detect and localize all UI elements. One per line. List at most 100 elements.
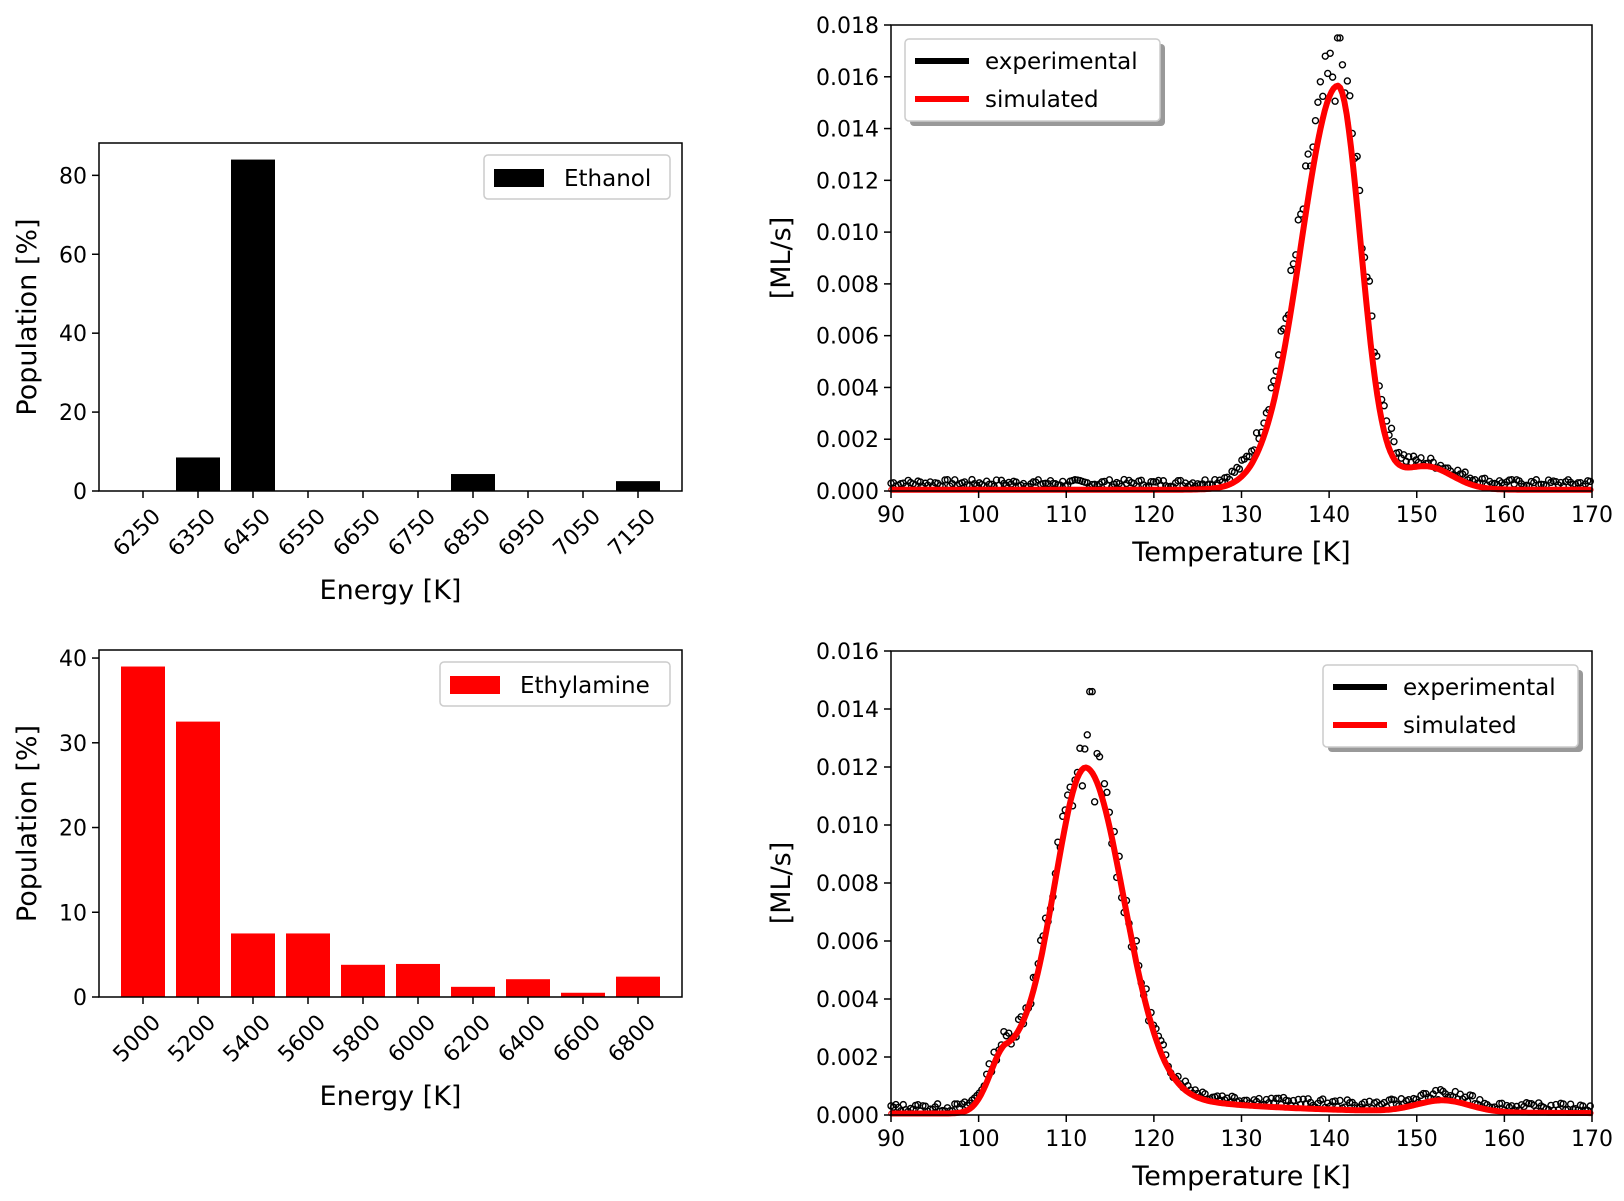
simulated-point — [1373, 388, 1380, 395]
simulated-point — [1256, 445, 1263, 452]
x-tick-label: 6350 — [164, 504, 221, 561]
simulated-point — [1310, 164, 1316, 171]
experimental-point — [1468, 1092, 1477, 1100]
simulated-point — [1298, 238, 1305, 245]
simulated-point — [1123, 908, 1129, 914]
x-tick-label: 6600 — [549, 1010, 606, 1067]
simulated-point — [1134, 966, 1141, 972]
experimental-points — [887, 687, 1594, 1116]
simulated-line — [890, 82, 1593, 493]
y-axis-label: [ML/s] — [766, 217, 797, 300]
simulated-point — [1129, 938, 1135, 944]
simulated-point — [992, 1058, 998, 1065]
experimental-point — [1338, 61, 1347, 69]
x-tick-label: 7150 — [604, 504, 661, 561]
legend-label: Ethylamine — [520, 673, 650, 699]
bar-6450 — [231, 159, 275, 492]
experimental-point — [1255, 1094, 1263, 1103]
simulated-point — [1098, 791, 1104, 798]
x-tick-label: 5400 — [219, 1010, 276, 1067]
y-tick-label: 20 — [59, 401, 87, 426]
x-tick-label: 110 — [1045, 503, 1087, 528]
y-axis-label: [ML/s] — [766, 842, 797, 925]
x-axis-label: Temperature [K] — [1131, 1161, 1350, 1192]
simulated-point — [1023, 1011, 1029, 1018]
x-tick-label: 6550 — [274, 504, 331, 561]
simulated-point — [1160, 1054, 1166, 1060]
x-tick-label: 6650 — [329, 504, 386, 561]
simulated-point — [1061, 826, 1068, 833]
experimental-point — [1088, 687, 1096, 696]
simulated-point — [1138, 983, 1145, 990]
simulated-point — [984, 1077, 991, 1084]
y-tick-label: 40 — [59, 322, 87, 347]
experimental-point — [1387, 424, 1396, 433]
simulated-point — [1273, 386, 1280, 392]
simulated-point — [1275, 377, 1282, 383]
simulated-point — [1372, 375, 1378, 381]
simulated-point — [1312, 153, 1318, 160]
experimental-point — [941, 476, 949, 484]
simulated-point — [1057, 847, 1064, 854]
simulated-point — [1337, 84, 1343, 91]
simulated-point — [1339, 89, 1345, 96]
experimental-point — [1328, 73, 1337, 81]
y-tick-label: 0.014 — [816, 118, 879, 143]
experimental-point — [1287, 266, 1295, 275]
simulated-point — [1127, 928, 1133, 934]
simulated-point — [1318, 123, 1324, 130]
y-tick-label: 0.004 — [816, 376, 879, 401]
legend-label-simulated: simulated — [1403, 713, 1517, 739]
simulated-point — [1148, 1021, 1155, 1027]
ethylamine-bar: 5000520054005600580060006200640066006800… — [12, 647, 683, 1112]
simulated-point — [1069, 791, 1076, 798]
experimental-point — [1235, 465, 1244, 473]
simulated-point — [1289, 301, 1295, 308]
x-tick-label: 5200 — [164, 1010, 221, 1067]
simulated-point — [1269, 402, 1276, 409]
simulated-point — [1302, 212, 1309, 219]
simulated-point — [1109, 838, 1116, 845]
legend-label-experimental: experimental — [985, 49, 1138, 75]
experimental-point — [914, 1101, 922, 1109]
experimental-point — [1336, 34, 1344, 42]
simulated-point — [1314, 142, 1320, 149]
y-tick-label: 0.016 — [816, 66, 879, 91]
simulated-point — [1385, 443, 1392, 450]
y-tick-label: 80 — [59, 164, 87, 189]
experimental-point — [1331, 97, 1339, 105]
simulated-point — [1377, 412, 1384, 418]
simulated-point — [1345, 119, 1351, 126]
simulated-point — [1063, 816, 1070, 823]
simulated-point — [1306, 188, 1313, 194]
experimental-point — [1304, 150, 1312, 158]
x-tick-label: 160 — [1483, 503, 1525, 528]
experimental-point — [1301, 162, 1310, 170]
simulated-point — [988, 1068, 995, 1074]
x-tick-label: 170 — [1571, 503, 1613, 528]
simulated-point — [1028, 993, 1035, 1000]
simulated-line — [890, 764, 1593, 1117]
simulated-point — [1364, 307, 1370, 314]
bar-7150 — [616, 481, 660, 491]
y-tick-label: 0.006 — [816, 325, 879, 350]
y-axis-label: Population [%] — [12, 218, 43, 415]
simulated-point — [1073, 778, 1079, 785]
simulated-point — [1059, 836, 1066, 843]
simulated-point — [1048, 902, 1054, 909]
simulated-point — [1050, 891, 1056, 898]
x-tick-label: 6750 — [384, 504, 441, 561]
experimental-point — [1294, 216, 1302, 224]
simulated-point — [1052, 880, 1058, 887]
simulated-point — [1281, 347, 1288, 353]
bar-6600 — [561, 992, 605, 997]
simulated-point — [1092, 775, 1099, 782]
simulated-point — [1321, 107, 1328, 114]
simulated-point — [1071, 784, 1077, 791]
y-axis-label: Population [%] — [12, 725, 43, 922]
experimental-point — [1078, 782, 1087, 790]
experimental-point — [1100, 780, 1109, 788]
x-tick-label: 6800 — [604, 1010, 661, 1067]
simulated-point — [1352, 187, 1359, 194]
